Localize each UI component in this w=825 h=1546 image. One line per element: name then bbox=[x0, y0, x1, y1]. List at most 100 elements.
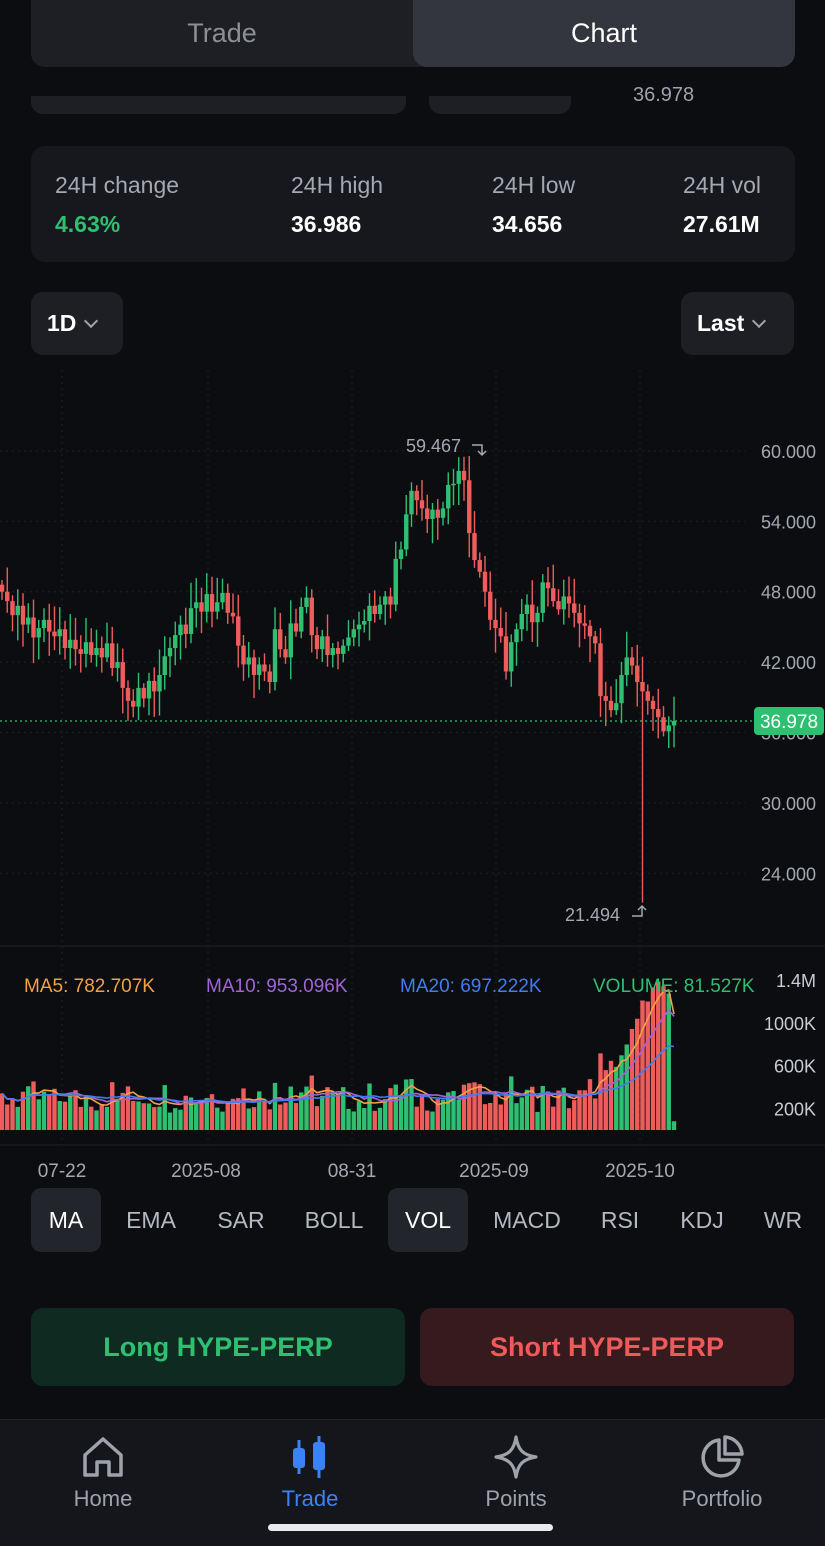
volume-bar bbox=[299, 1092, 304, 1130]
volume-bar bbox=[666, 993, 671, 1130]
volume-bar bbox=[404, 1079, 409, 1130]
candle-body bbox=[430, 509, 435, 519]
candle-body bbox=[78, 649, 83, 654]
indicator-rsi[interactable]: RSI bbox=[600, 1206, 640, 1233]
candle bbox=[514, 623, 519, 666]
long-button[interactable]: Long HYPE-PERP bbox=[31, 1308, 405, 1386]
indicator-sar[interactable]: SAR bbox=[217, 1206, 265, 1233]
stat-value: 34.656 bbox=[492, 211, 563, 237]
candle bbox=[215, 577, 220, 620]
indicator-ma[interactable]: MA bbox=[31, 1188, 101, 1252]
candle bbox=[146, 672, 152, 716]
candles-icon bbox=[293, 1436, 325, 1478]
candle-body bbox=[383, 596, 388, 605]
volume-bar bbox=[540, 1085, 545, 1130]
indicator-boll[interactable]: BOLL bbox=[304, 1206, 364, 1233]
tab-trade-nav[interactable]: Trade bbox=[230, 1434, 390, 1512]
candle bbox=[241, 635, 246, 681]
candle bbox=[561, 579, 566, 625]
candle bbox=[278, 612, 283, 658]
volume-tick-label: 1000K bbox=[764, 1014, 816, 1034]
candle-body bbox=[503, 636, 509, 672]
stat-label: 24H vol bbox=[683, 172, 761, 198]
candle bbox=[246, 641, 251, 678]
price-tick-label: 42.000 bbox=[761, 653, 816, 673]
short-button[interactable]: Short HYPE-PERP bbox=[420, 1308, 794, 1386]
candle-body bbox=[157, 675, 162, 692]
candle bbox=[47, 603, 52, 656]
candle bbox=[656, 688, 661, 739]
candle-body bbox=[110, 643, 115, 668]
volume-bar bbox=[141, 1103, 146, 1130]
volume-bar bbox=[178, 1109, 183, 1130]
indicator-macd[interactable]: MACD bbox=[493, 1206, 561, 1233]
candle bbox=[346, 620, 351, 651]
price-type-select[interactable]: Last bbox=[681, 292, 794, 355]
candle-body bbox=[561, 596, 566, 610]
candle-body bbox=[94, 648, 99, 656]
candle bbox=[293, 608, 299, 637]
volume-bar bbox=[377, 1107, 383, 1130]
tab-home[interactable]: Home bbox=[23, 1434, 183, 1512]
volume-bar bbox=[593, 1098, 598, 1130]
volume-bar bbox=[372, 1110, 377, 1130]
price-chart[interactable]: 60.00054.00048.00042.00036.00030.00024.0… bbox=[0, 370, 825, 1180]
volume-bar bbox=[367, 1083, 372, 1130]
candle bbox=[540, 574, 545, 622]
candle-body bbox=[131, 700, 136, 707]
volume-tick-label: 600K bbox=[774, 1057, 816, 1077]
volume-bar bbox=[104, 1106, 110, 1130]
candle bbox=[603, 681, 608, 727]
volume-legend-item: VOLUME: 81.527K bbox=[593, 976, 755, 997]
candle-body bbox=[236, 616, 241, 646]
volume-tick-label: 200K bbox=[774, 1100, 816, 1120]
candle bbox=[141, 683, 146, 708]
interval-select[interactable]: 1D bbox=[31, 292, 123, 355]
tab-chart[interactable]: Chart bbox=[413, 0, 795, 67]
volume-bar bbox=[514, 1103, 519, 1130]
candle-body bbox=[346, 637, 351, 646]
tab-trade[interactable]: Trade bbox=[187, 18, 257, 48]
indicator-kdj[interactable]: KDJ bbox=[680, 1206, 724, 1233]
volume-bar bbox=[225, 1101, 230, 1130]
candle-body bbox=[624, 657, 629, 676]
indicator-vol[interactable]: VOL bbox=[388, 1188, 468, 1252]
candle bbox=[482, 555, 488, 607]
indicator-wr[interactable]: WR bbox=[763, 1206, 803, 1233]
candle bbox=[624, 631, 629, 687]
tab-points[interactable]: Points bbox=[436, 1434, 596, 1512]
tab-portfolio[interactable]: Portfolio bbox=[642, 1434, 802, 1512]
candle-body bbox=[36, 628, 41, 638]
candle-body bbox=[498, 628, 503, 637]
candle-body bbox=[204, 594, 209, 612]
indicator-ema[interactable]: EMA bbox=[126, 1206, 176, 1233]
candle-body bbox=[152, 680, 157, 692]
volume-bar bbox=[414, 1106, 419, 1130]
candle bbox=[645, 684, 650, 715]
stat-24h-vol: 24H vol 27.61M bbox=[683, 172, 761, 238]
volume-bar bbox=[199, 1103, 204, 1130]
volume-bar bbox=[272, 1082, 278, 1130]
volume-bar bbox=[167, 1112, 173, 1130]
candle-body bbox=[68, 639, 73, 649]
volume-bar bbox=[131, 1100, 136, 1130]
candle bbox=[577, 603, 582, 648]
volume-legend-item: MA5: 782.707K bbox=[24, 976, 155, 997]
scrolled-price-value: 36.978 bbox=[633, 84, 695, 104]
candle bbox=[68, 614, 73, 669]
candle-body bbox=[398, 549, 404, 559]
candle-body bbox=[587, 625, 593, 637]
candle bbox=[503, 612, 509, 680]
volume-bar bbox=[246, 1108, 251, 1130]
candle bbox=[330, 642, 335, 668]
candle bbox=[314, 626, 320, 659]
candle bbox=[257, 657, 262, 690]
candle bbox=[388, 587, 393, 619]
volume-bar bbox=[509, 1076, 514, 1130]
candle-body bbox=[566, 596, 572, 604]
candle bbox=[430, 503, 435, 544]
stat-24h-high: 24H high 36.986 bbox=[291, 172, 383, 238]
volume-bar bbox=[257, 1091, 262, 1130]
candle bbox=[582, 605, 587, 639]
candle bbox=[83, 617, 89, 668]
